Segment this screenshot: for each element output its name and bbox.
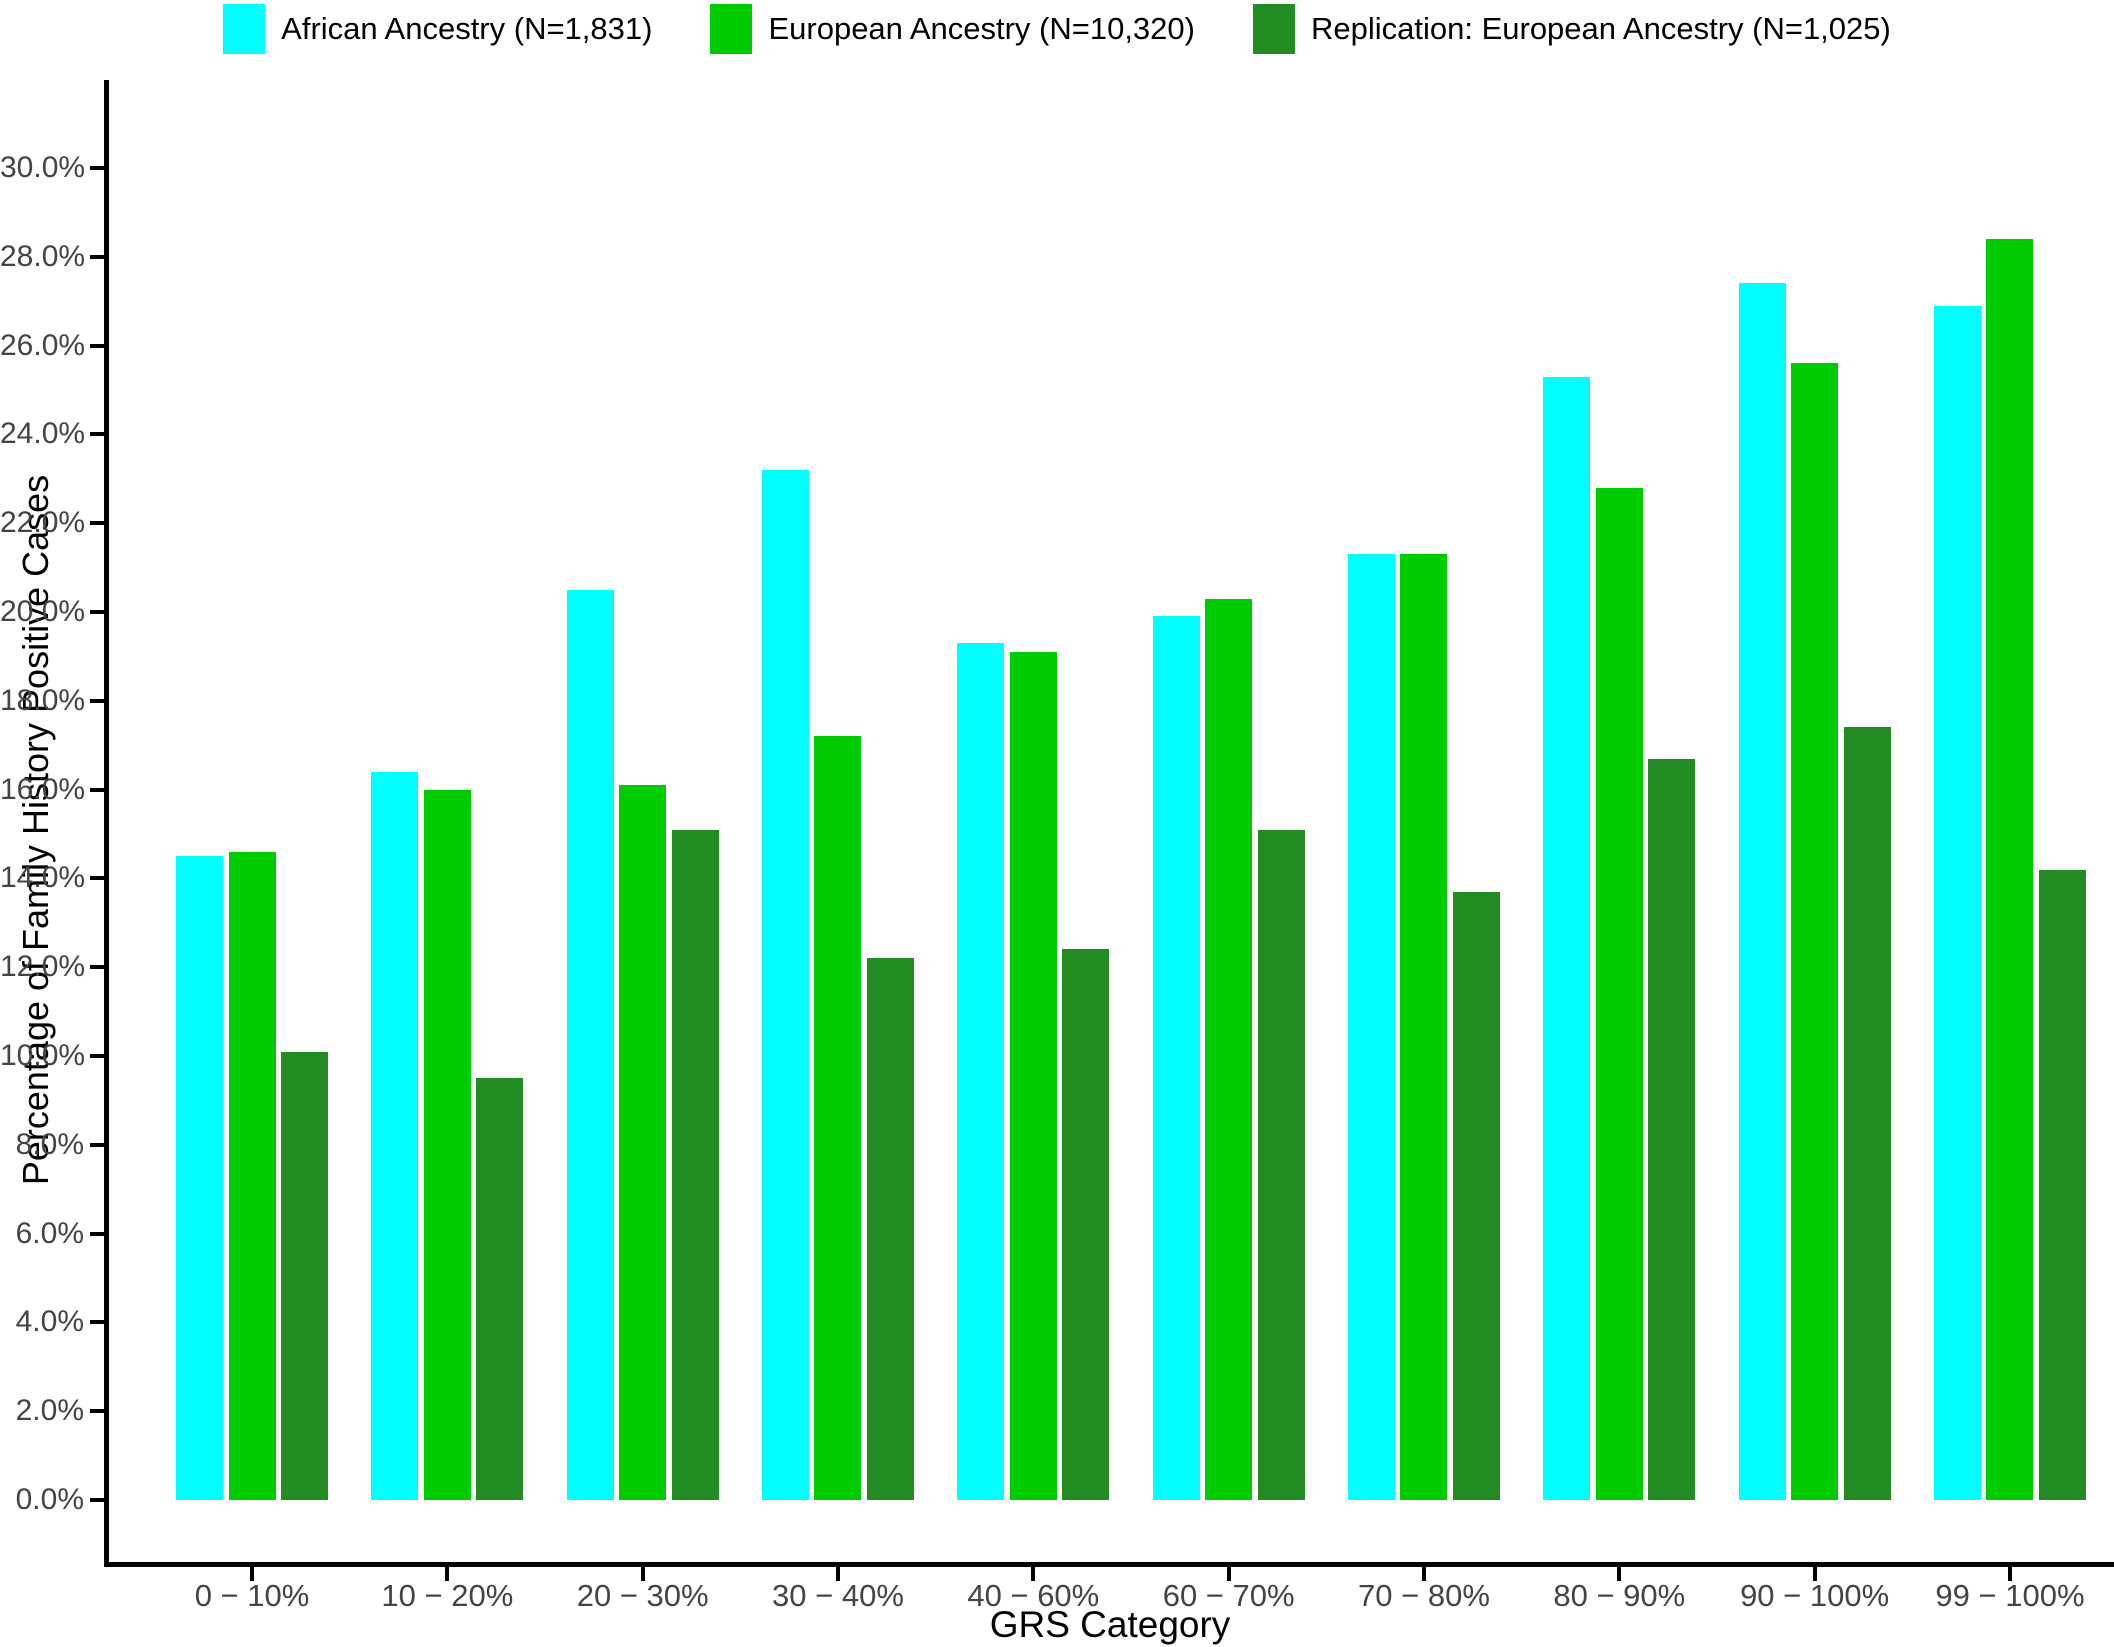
y-tick-label: 24.0% [0, 417, 86, 451]
y-axis-title: Percentage of Family History Positive Ca… [15, 474, 56, 1186]
y-axis-tick [90, 432, 104, 437]
y-axis-tick [90, 876, 104, 881]
y-tick-label: 12.0% [0, 950, 86, 984]
y-tick-label: 14.0% [0, 861, 86, 895]
bar [1595, 487, 1643, 1500]
y-axis-tick [90, 1054, 104, 1058]
bar [866, 958, 914, 1500]
y-axis-tick [90, 610, 104, 614]
x-tick-label: 20 − 30% [576, 1578, 709, 1613]
bar [1648, 758, 1696, 1500]
x-tick-label: 40 − 60% [967, 1578, 1100, 1613]
legend-swatch-icon [223, 4, 266, 54]
y-axis-line [104, 80, 109, 1567]
x-tick-label: 0 − 10% [194, 1578, 310, 1613]
x-tick-label: 60 − 70% [1162, 1578, 1295, 1613]
x-tick-label: 90 − 100% [1740, 1578, 1890, 1613]
x-tick-label: 80 − 90% [1553, 1578, 1686, 1613]
x-axis-tick [1421, 1567, 1426, 1581]
y-axis-tick [90, 166, 104, 170]
y-axis-tick [90, 1409, 104, 1414]
bar [2038, 869, 2086, 1500]
y-axis-tick [90, 1320, 104, 1325]
bar [1400, 554, 1448, 1500]
x-axis-tick [1031, 1567, 1036, 1581]
bar [1152, 616, 1200, 1500]
legend-swatch-icon [1252, 4, 1295, 54]
bar [1986, 239, 2034, 1500]
bar [1062, 949, 1110, 1500]
x-tick-label: 10 − 20% [381, 1578, 514, 1613]
x-axis-tick [1812, 1567, 1817, 1581]
bar [281, 1051, 328, 1500]
y-axis-tick [90, 787, 104, 792]
y-tick-label: 20.0% [0, 595, 86, 628]
bar [957, 643, 1005, 1500]
legend: African Ancestry (N=1,831) European Ances… [0, 4, 2114, 54]
y-axis-tick [90, 698, 104, 703]
bar [228, 851, 276, 1500]
y-tick-label: 18.0% [0, 683, 86, 717]
y-axis-tick [90, 1142, 104, 1147]
x-tick-label: 70 − 80% [1358, 1578, 1490, 1613]
y-tick-label: 4.0% [15, 1305, 84, 1339]
legend-label: African Ancestry (N=1,831) [281, 11, 653, 46]
bar [1452, 891, 1500, 1500]
bar [1257, 829, 1305, 1500]
legend-label: European Ancestry (N=10,320) [768, 11, 1195, 46]
y-axis-tick [90, 1231, 104, 1236]
y-axis-tick [90, 1498, 104, 1502]
x-axis-title: GRS Category [989, 1604, 1231, 1645]
y-tick-label: 16.0% [0, 772, 86, 806]
bar [476, 1078, 524, 1500]
y-axis-tick [90, 254, 104, 259]
x-axis-tick [1226, 1567, 1231, 1581]
y-tick-label: 6.0% [15, 1216, 84, 1250]
y-tick-label: 2.0% [15, 1394, 84, 1428]
bar [1205, 598, 1253, 1500]
legend-item: European Ancestry (N=10,320) [710, 4, 1195, 54]
x-axis-line [104, 1562, 2114, 1567]
legend-item: Replication: European Ancestry (N=1,025) [1252, 4, 1891, 54]
bar [176, 856, 223, 1500]
bar [371, 771, 419, 1500]
x-tick-label: 30 − 40% [772, 1578, 904, 1613]
legend-item: African Ancestry (N=1,831) [223, 4, 652, 54]
y-tick-label: 26.0% [0, 328, 86, 362]
x-axis-tick [445, 1567, 450, 1581]
y-axis-tick [90, 521, 104, 526]
bar [423, 789, 471, 1500]
bar [1933, 305, 1981, 1500]
y-tick-label: 22.0% [0, 506, 86, 540]
bar [1791, 363, 1839, 1500]
y-tick-label: 10.0% [0, 1039, 86, 1072]
bar [761, 469, 809, 1500]
bar [1843, 727, 1891, 1500]
bar [566, 589, 614, 1500]
legend-swatch-icon [710, 4, 753, 54]
legend-label: Replication: European Ancestry (N=1,025) [1310, 11, 1891, 46]
y-tick-label: 28.0% [0, 239, 86, 273]
y-tick-label: 8.0% [15, 1127, 84, 1161]
x-axis-tick [250, 1567, 254, 1581]
y-axis-tick [90, 343, 104, 348]
x-axis-tick [835, 1567, 840, 1581]
x-axis-tick [1617, 1567, 1622, 1581]
x-axis-tick [640, 1567, 645, 1581]
bar [1738, 283, 1786, 1500]
y-tick-label: 0.0% [15, 1483, 84, 1516]
y-axis-tick [90, 965, 104, 970]
y-tick-label: 30.0% [0, 151, 86, 184]
x-tick-label: 99 − 100% [1935, 1578, 2085, 1613]
bar [1009, 651, 1057, 1500]
bar [814, 736, 862, 1500]
bar [671, 829, 719, 1500]
bar [619, 785, 667, 1500]
bar [1543, 376, 1591, 1500]
x-axis-tick [2007, 1567, 2012, 1581]
bar [1347, 554, 1395, 1500]
